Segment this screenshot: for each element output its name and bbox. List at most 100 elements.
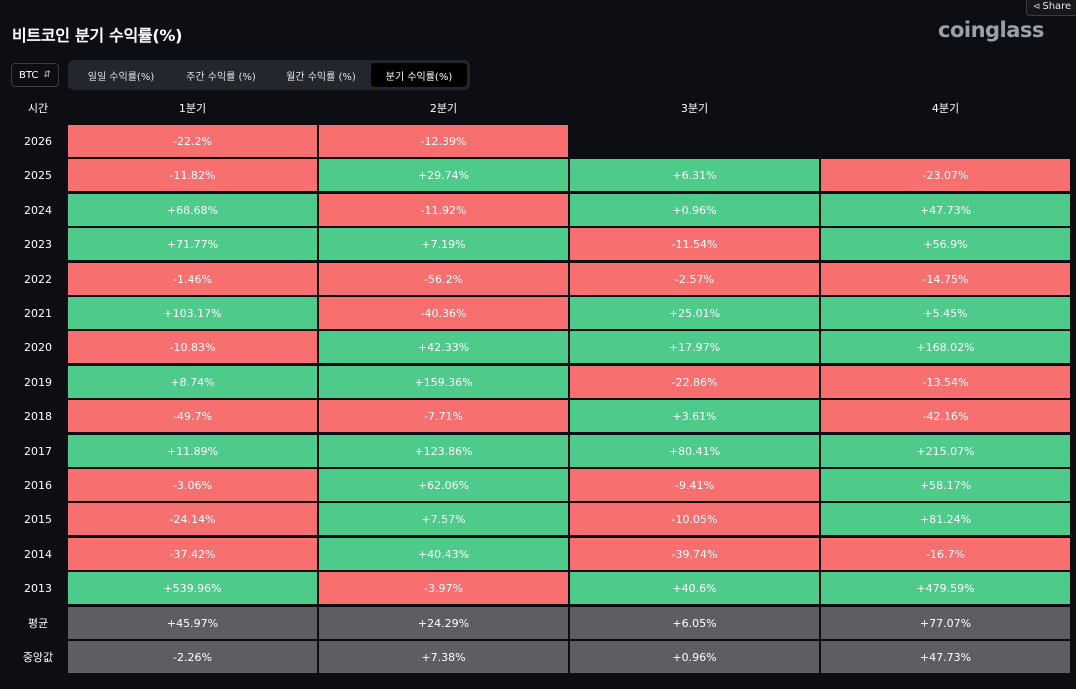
return-cell: +58.17%: [821, 469, 1070, 501]
return-cell: +103.17%: [68, 297, 317, 329]
share-button[interactable]: ⊲ Share: [1026, 0, 1076, 16]
return-cell: -56.2%: [319, 263, 568, 295]
return-cell: +479.59%: [821, 572, 1070, 604]
table-row: 2016 -3.06% +62.06% -9.41% +58.17%: [0, 469, 1076, 501]
year-label: 2017: [24, 444, 52, 458]
return-cell: +68.68%: [68, 194, 317, 226]
return-cell: +7.19%: [319, 228, 568, 260]
year-label: 2018: [24, 409, 52, 423]
table-row: 2021 +103.17% -40.36% +25.01% +5.45%: [0, 297, 1076, 329]
tab-monthly[interactable]: 월간 수익률 (%): [286, 71, 356, 83]
return-cell: -3.97%: [319, 572, 568, 604]
table-row: 2025 -11.82% +29.74% +6.31% -23.07%: [0, 159, 1076, 191]
return-cell: +6.31%: [570, 159, 819, 191]
year-label: 2025: [24, 168, 52, 182]
return-cell: -9.41%: [570, 469, 819, 501]
return-cell: -7.71%: [319, 400, 568, 432]
return-cell: -42.16%: [821, 400, 1070, 432]
column-header-q4: 4분기: [931, 102, 960, 115]
table-row: 2022 -1.46% -56.2% -2.57% -14.75%: [0, 263, 1076, 295]
return-cell: -3.06%: [68, 469, 317, 501]
return-cell: -39.74%: [570, 538, 819, 570]
table-row: 2018 -49.7% -7.71% +3.61% -42.16%: [0, 400, 1076, 432]
year-label: 2022: [24, 272, 52, 286]
return-cell: -13.54%: [821, 366, 1070, 398]
return-cell: -37.42%: [68, 538, 317, 570]
share-label: Share: [1042, 1, 1072, 12]
year-label: 2026: [24, 134, 52, 148]
return-cell: -1.46%: [68, 263, 317, 295]
return-cell: -11.82%: [68, 159, 317, 191]
summary-cell: +0.96%: [570, 641, 819, 673]
return-cell: +25.01%: [570, 297, 819, 329]
return-cell: -24.14%: [68, 503, 317, 535]
table-row: 2014 -37.42% +40.43% -39.74% -16.7%: [0, 538, 1076, 570]
return-cell: -22.2%: [68, 125, 317, 157]
return-cell: +7.57%: [319, 503, 568, 535]
return-cell: -10.83%: [68, 331, 317, 363]
asset-select-value: BTC: [19, 69, 39, 81]
return-cell: +29.74%: [319, 159, 568, 191]
table-row: 2019 +8.74% +159.36% -22.86% -13.54%: [0, 366, 1076, 398]
table-row: 2023 +71.77% +7.19% -11.54% +56.9%: [0, 228, 1076, 260]
return-cell: +11.89%: [68, 435, 317, 467]
year-label: 2021: [24, 306, 52, 320]
period-tabs: 일일 수익률(%) 주간 수익률 (%) 월간 수익률 (%) 분기 수익률(%…: [68, 60, 470, 90]
return-cell: +17.97%: [570, 331, 819, 363]
return-cell: +81.24%: [821, 503, 1070, 535]
year-label: 2023: [24, 237, 52, 251]
year-label: 2013: [24, 581, 52, 595]
return-cell: -16.7%: [821, 538, 1070, 570]
return-cell: -12.39%: [319, 125, 568, 157]
return-cell: +539.96%: [68, 572, 317, 604]
table-row: 2026 -22.2% -12.39%: [0, 125, 1076, 157]
table-row: 2024 +68.68% -11.92% +0.96% +47.73%: [0, 194, 1076, 226]
share-icon: ⊲: [1032, 1, 1041, 12]
return-cell: -11.54%: [570, 228, 819, 260]
column-header-q3: 3분기: [680, 102, 709, 115]
summary-cell: -2.26%: [68, 641, 317, 673]
summary-cell: +24.29%: [319, 607, 568, 639]
return-cell: +168.02%: [821, 331, 1070, 363]
return-cell: +80.41%: [570, 435, 819, 467]
column-header-q1: 1분기: [178, 102, 207, 115]
summary-row: 평균 +45.97% +24.29% +6.05% +77.07%: [0, 607, 1076, 639]
return-cell: +71.77%: [68, 228, 317, 260]
return-cell: +123.86%: [319, 435, 568, 467]
table-row: 2017 +11.89% +123.86% +80.41% +215.07%: [0, 435, 1076, 467]
year-label: 2016: [24, 478, 52, 492]
asset-select[interactable]: BTC ⇵: [11, 63, 59, 87]
brand-logo: coinglass: [938, 18, 1044, 42]
return-cell: +40.6%: [570, 572, 819, 604]
table-row: 2013 +539.96% -3.97% +40.6% +479.59%: [0, 572, 1076, 604]
return-cell: +47.73%: [821, 194, 1070, 226]
summary-label: 중앙값: [22, 651, 54, 664]
tab-quarterly[interactable]: 분기 수익률(%): [371, 63, 467, 87]
return-cell: -40.36%: [319, 297, 568, 329]
return-cell: -22.86%: [570, 366, 819, 398]
return-cell: -11.92%: [319, 194, 568, 226]
table-row: 2020 -10.83% +42.33% +17.97% +168.02%: [0, 331, 1076, 363]
return-cell: -14.75%: [821, 263, 1070, 295]
tab-weekly[interactable]: 주간 수익률 (%): [186, 71, 256, 83]
year-label: 2020: [24, 340, 52, 354]
return-cell: +5.45%: [821, 297, 1070, 329]
year-label: 2024: [24, 203, 52, 217]
tab-daily[interactable]: 일일 수익률(%): [87, 71, 155, 83]
summary-cell: +47.73%: [821, 641, 1070, 673]
return-cell: +8.74%: [68, 366, 317, 398]
summary-label: 평균: [27, 617, 49, 630]
return-cell: -2.57%: [570, 263, 819, 295]
summary-row: 중앙값 -2.26% +7.38% +0.96% +47.73%: [0, 641, 1076, 673]
summary-cell: +7.38%: [319, 641, 568, 673]
return-cell: +62.06%: [319, 469, 568, 501]
return-cell: -10.05%: [570, 503, 819, 535]
page-title: 비트코인 분기 수익률(%): [12, 26, 183, 45]
row-header: 시간: [27, 102, 49, 115]
return-cell: +159.36%: [319, 366, 568, 398]
return-cell: +0.96%: [570, 194, 819, 226]
return-cell: -49.7%: [68, 400, 317, 432]
chevron-up-down-icon: ⇵: [43, 69, 51, 80]
year-label: 2014: [24, 547, 52, 561]
